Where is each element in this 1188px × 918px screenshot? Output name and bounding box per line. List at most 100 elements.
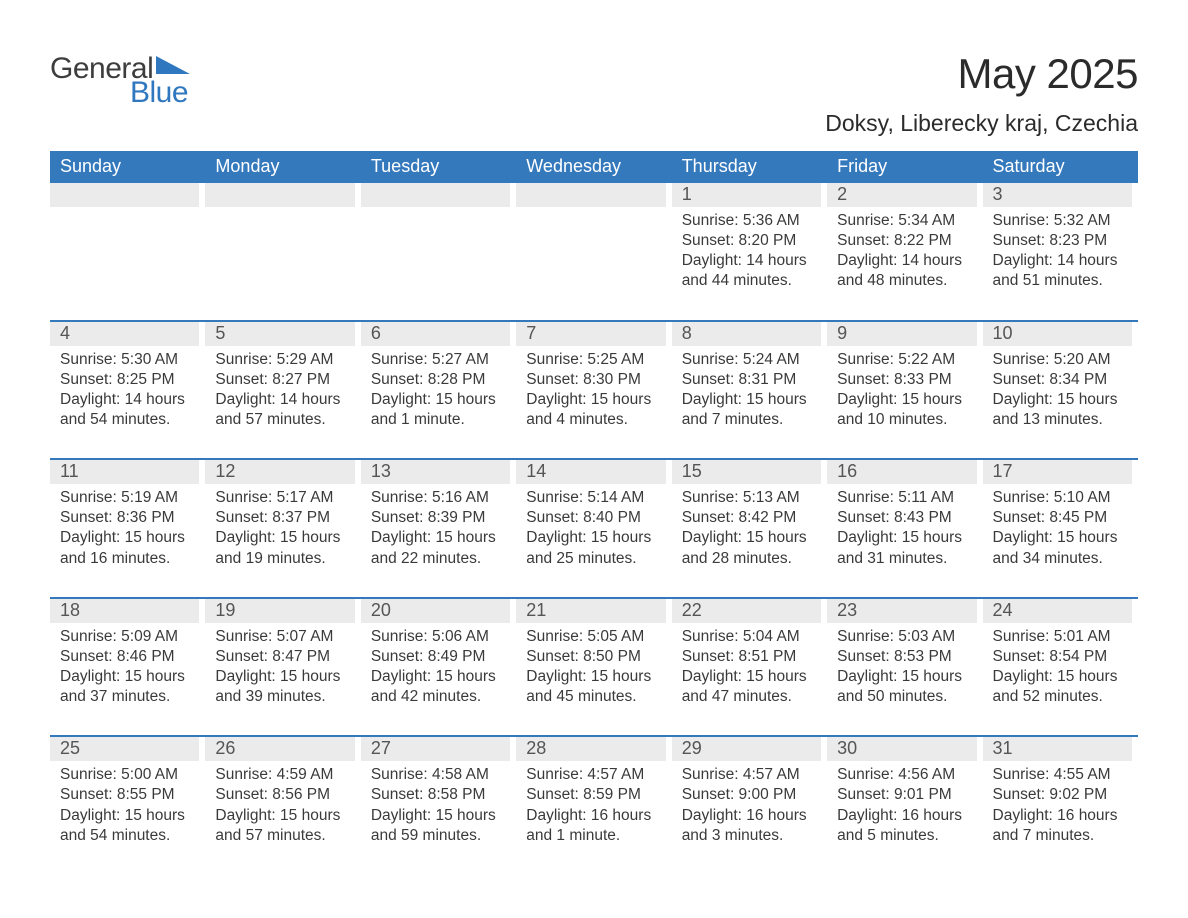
daylight-text: Daylight: 16 hours and 1 minute. [526, 806, 661, 846]
day-body: Sunrise: 4:55 AMSunset: 9:02 PMDaylight:… [983, 761, 1132, 846]
weekday-header: Monday [205, 151, 360, 183]
page-title: May 2025 [825, 50, 1138, 98]
sunset-text: Sunset: 8:55 PM [60, 785, 195, 805]
weekday-header: Saturday [983, 151, 1138, 183]
sunrise-text: Sunrise: 5:04 AM [682, 627, 817, 647]
daylight-text: Daylight: 16 hours and 5 minutes. [837, 806, 972, 846]
day-number: 30 [827, 737, 976, 761]
sunset-text: Sunset: 8:51 PM [682, 647, 817, 667]
daylight-text: Daylight: 15 hours and 7 minutes. [682, 390, 817, 430]
calendar-day: 2Sunrise: 5:34 AMSunset: 8:22 PMDaylight… [827, 183, 982, 302]
title-block: May 2025 Doksy, Liberecky kraj, Czechia [825, 50, 1138, 137]
weekday-header-row: Sunday Monday Tuesday Wednesday Thursday… [50, 151, 1138, 183]
day-number: 18 [50, 599, 199, 623]
sunrise-text: Sunrise: 5:00 AM [60, 765, 195, 785]
calendar-day: 16Sunrise: 5:11 AMSunset: 8:43 PMDayligh… [827, 460, 982, 579]
day-number: 16 [827, 460, 976, 484]
daylight-text: Daylight: 15 hours and 39 minutes. [215, 667, 350, 707]
sunrise-text: Sunrise: 5:20 AM [993, 350, 1128, 370]
calendar-day: 19Sunrise: 5:07 AMSunset: 8:47 PMDayligh… [205, 599, 360, 718]
day-number: 26 [205, 737, 354, 761]
day-body: Sunrise: 5:03 AMSunset: 8:53 PMDaylight:… [827, 623, 976, 708]
calendar-day: 22Sunrise: 5:04 AMSunset: 8:51 PMDayligh… [672, 599, 827, 718]
day-number: 20 [361, 599, 510, 623]
daylight-text: Daylight: 15 hours and 57 minutes. [215, 806, 350, 846]
sunrise-text: Sunrise: 5:06 AM [371, 627, 506, 647]
sunrise-text: Sunrise: 5:11 AM [837, 488, 972, 508]
day-body: Sunrise: 4:57 AMSunset: 8:59 PMDaylight:… [516, 761, 665, 846]
day-body: Sunrise: 5:30 AMSunset: 8:25 PMDaylight:… [50, 346, 199, 431]
day-body: Sunrise: 5:27 AMSunset: 8:28 PMDaylight:… [361, 346, 510, 431]
daylight-text: Daylight: 15 hours and 34 minutes. [993, 528, 1128, 568]
sunset-text: Sunset: 8:22 PM [837, 231, 972, 251]
calendar-day: 27Sunrise: 4:58 AMSunset: 8:58 PMDayligh… [361, 737, 516, 856]
sunset-text: Sunset: 8:53 PM [837, 647, 972, 667]
day-number: 11 [50, 460, 199, 484]
header: General Blue May 2025 Doksy, Liberecky k… [50, 50, 1138, 137]
calendar-day: 17Sunrise: 5:10 AMSunset: 8:45 PMDayligh… [983, 460, 1138, 579]
daylight-text: Daylight: 15 hours and 19 minutes. [215, 528, 350, 568]
calendar-week: 25Sunrise: 5:00 AMSunset: 8:55 PMDayligh… [50, 735, 1138, 856]
calendar-day: 24Sunrise: 5:01 AMSunset: 8:54 PMDayligh… [983, 599, 1138, 718]
sunset-text: Sunset: 8:25 PM [60, 370, 195, 390]
sunset-text: Sunset: 8:39 PM [371, 508, 506, 528]
daylight-text: Daylight: 15 hours and 13 minutes. [993, 390, 1128, 430]
day-number: 4 [50, 322, 199, 346]
sunset-text: Sunset: 8:54 PM [993, 647, 1128, 667]
day-body: Sunrise: 5:16 AMSunset: 8:39 PMDaylight:… [361, 484, 510, 569]
calendar: Sunday Monday Tuesday Wednesday Thursday… [50, 151, 1138, 856]
sunset-text: Sunset: 8:36 PM [60, 508, 195, 528]
daylight-text: Daylight: 15 hours and 4 minutes. [526, 390, 661, 430]
day-body: Sunrise: 5:34 AMSunset: 8:22 PMDaylight:… [827, 207, 976, 292]
sunset-text: Sunset: 8:33 PM [837, 370, 972, 390]
calendar-day [50, 183, 205, 302]
daylight-text: Daylight: 15 hours and 28 minutes. [682, 528, 817, 568]
calendar-grid: 1Sunrise: 5:36 AMSunset: 8:20 PMDaylight… [50, 183, 1138, 856]
day-number: 5 [205, 322, 354, 346]
sunset-text: Sunset: 8:45 PM [993, 508, 1128, 528]
day-number: 15 [672, 460, 821, 484]
sunset-text: Sunset: 8:30 PM [526, 370, 661, 390]
day-number: 13 [361, 460, 510, 484]
day-number: 23 [827, 599, 976, 623]
sunrise-text: Sunrise: 4:57 AM [526, 765, 661, 785]
sunrise-text: Sunrise: 5:24 AM [682, 350, 817, 370]
sunrise-text: Sunrise: 5:05 AM [526, 627, 661, 647]
daylight-text: Daylight: 15 hours and 37 minutes. [60, 667, 195, 707]
day-number: 27 [361, 737, 510, 761]
day-number: 6 [361, 322, 510, 346]
day-body: Sunrise: 5:01 AMSunset: 8:54 PMDaylight:… [983, 623, 1132, 708]
sunrise-text: Sunrise: 5:13 AM [682, 488, 817, 508]
calendar-week: 11Sunrise: 5:19 AMSunset: 8:36 PMDayligh… [50, 458, 1138, 579]
day-number: 10 [983, 322, 1132, 346]
logo-word-2: Blue [130, 78, 190, 108]
daylight-text: Daylight: 14 hours and 57 minutes. [215, 390, 350, 430]
daylight-text: Daylight: 15 hours and 54 minutes. [60, 806, 195, 846]
calendar-day: 6Sunrise: 5:27 AMSunset: 8:28 PMDaylight… [361, 322, 516, 441]
calendar-day: 1Sunrise: 5:36 AMSunset: 8:20 PMDaylight… [672, 183, 827, 302]
day-body: Sunrise: 4:59 AMSunset: 8:56 PMDaylight:… [205, 761, 354, 846]
sunset-text: Sunset: 8:50 PM [526, 647, 661, 667]
day-number: 8 [672, 322, 821, 346]
day-body: Sunrise: 5:20 AMSunset: 8:34 PMDaylight:… [983, 346, 1132, 431]
day-body: Sunrise: 5:13 AMSunset: 8:42 PMDaylight:… [672, 484, 821, 569]
day-number: 7 [516, 322, 665, 346]
day-number: 3 [983, 183, 1132, 207]
calendar-day: 9Sunrise: 5:22 AMSunset: 8:33 PMDaylight… [827, 322, 982, 441]
calendar-day: 15Sunrise: 5:13 AMSunset: 8:42 PMDayligh… [672, 460, 827, 579]
sunset-text: Sunset: 8:37 PM [215, 508, 350, 528]
sunset-text: Sunset: 8:42 PM [682, 508, 817, 528]
day-body: Sunrise: 5:05 AMSunset: 8:50 PMDaylight:… [516, 623, 665, 708]
daylight-text: Daylight: 15 hours and 25 minutes. [526, 528, 661, 568]
day-body: Sunrise: 5:00 AMSunset: 8:55 PMDaylight:… [50, 761, 199, 846]
sunset-text: Sunset: 8:46 PM [60, 647, 195, 667]
day-body: Sunrise: 5:32 AMSunset: 8:23 PMDaylight:… [983, 207, 1132, 292]
sunset-text: Sunset: 8:49 PM [371, 647, 506, 667]
daylight-text: Daylight: 15 hours and 47 minutes. [682, 667, 817, 707]
sunrise-text: Sunrise: 5:34 AM [837, 211, 972, 231]
sunset-text: Sunset: 8:23 PM [993, 231, 1128, 251]
day-body: Sunrise: 5:09 AMSunset: 8:46 PMDaylight:… [50, 623, 199, 708]
day-number: 29 [672, 737, 821, 761]
day-number: 14 [516, 460, 665, 484]
daylight-text: Daylight: 15 hours and 22 minutes. [371, 528, 506, 568]
